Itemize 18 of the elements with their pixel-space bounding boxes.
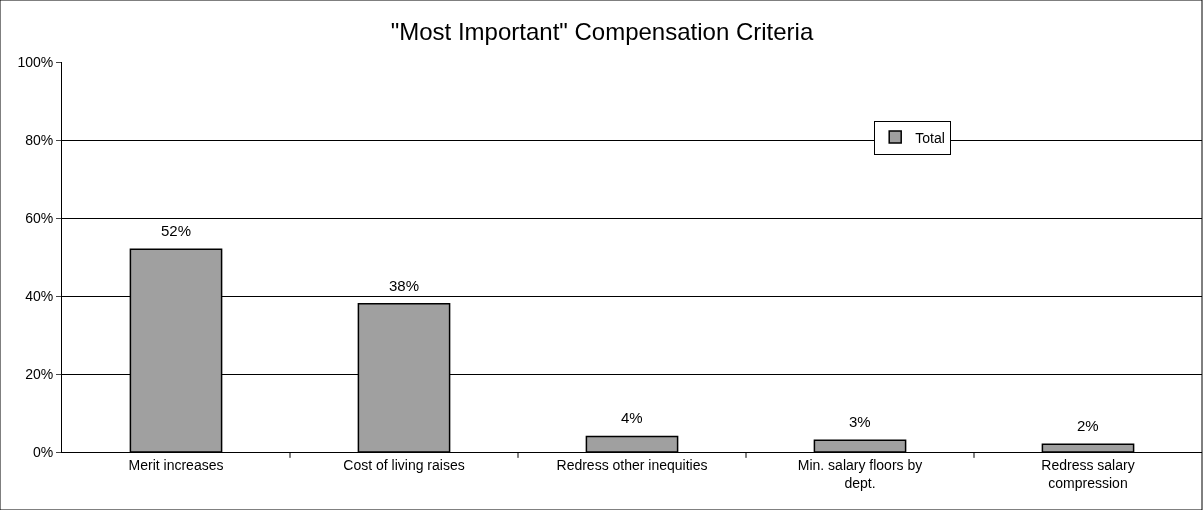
x-tick-label: Redress salary compression	[1041, 456, 1135, 491]
y-tick-label: 100%	[17, 53, 54, 70]
x-tick-label: Redress other inequities	[556, 456, 708, 473]
data-label: 4%	[621, 409, 643, 426]
x-tick-label: Cost of living raises	[343, 456, 465, 473]
chart-title: "Most Important" Compensation Criteria	[390, 17, 814, 45]
y-tick-label: 60%	[25, 209, 54, 226]
y-tick-label: 40%	[25, 287, 54, 304]
legend-label: Total	[915, 129, 945, 146]
data-label: 3%	[849, 413, 871, 430]
x-tick-label: Merit increases	[128, 456, 224, 473]
y-tick-label: 80%	[25, 131, 54, 148]
y-tick-label: 20%	[25, 365, 54, 382]
y-tick-label: 0%	[32, 443, 54, 460]
x-tick-label: Min. salary floors by dept.	[797, 456, 923, 491]
data-label: 2%	[1077, 417, 1099, 434]
data-label: 52%	[161, 222, 192, 239]
data-label: 38%	[389, 277, 420, 294]
